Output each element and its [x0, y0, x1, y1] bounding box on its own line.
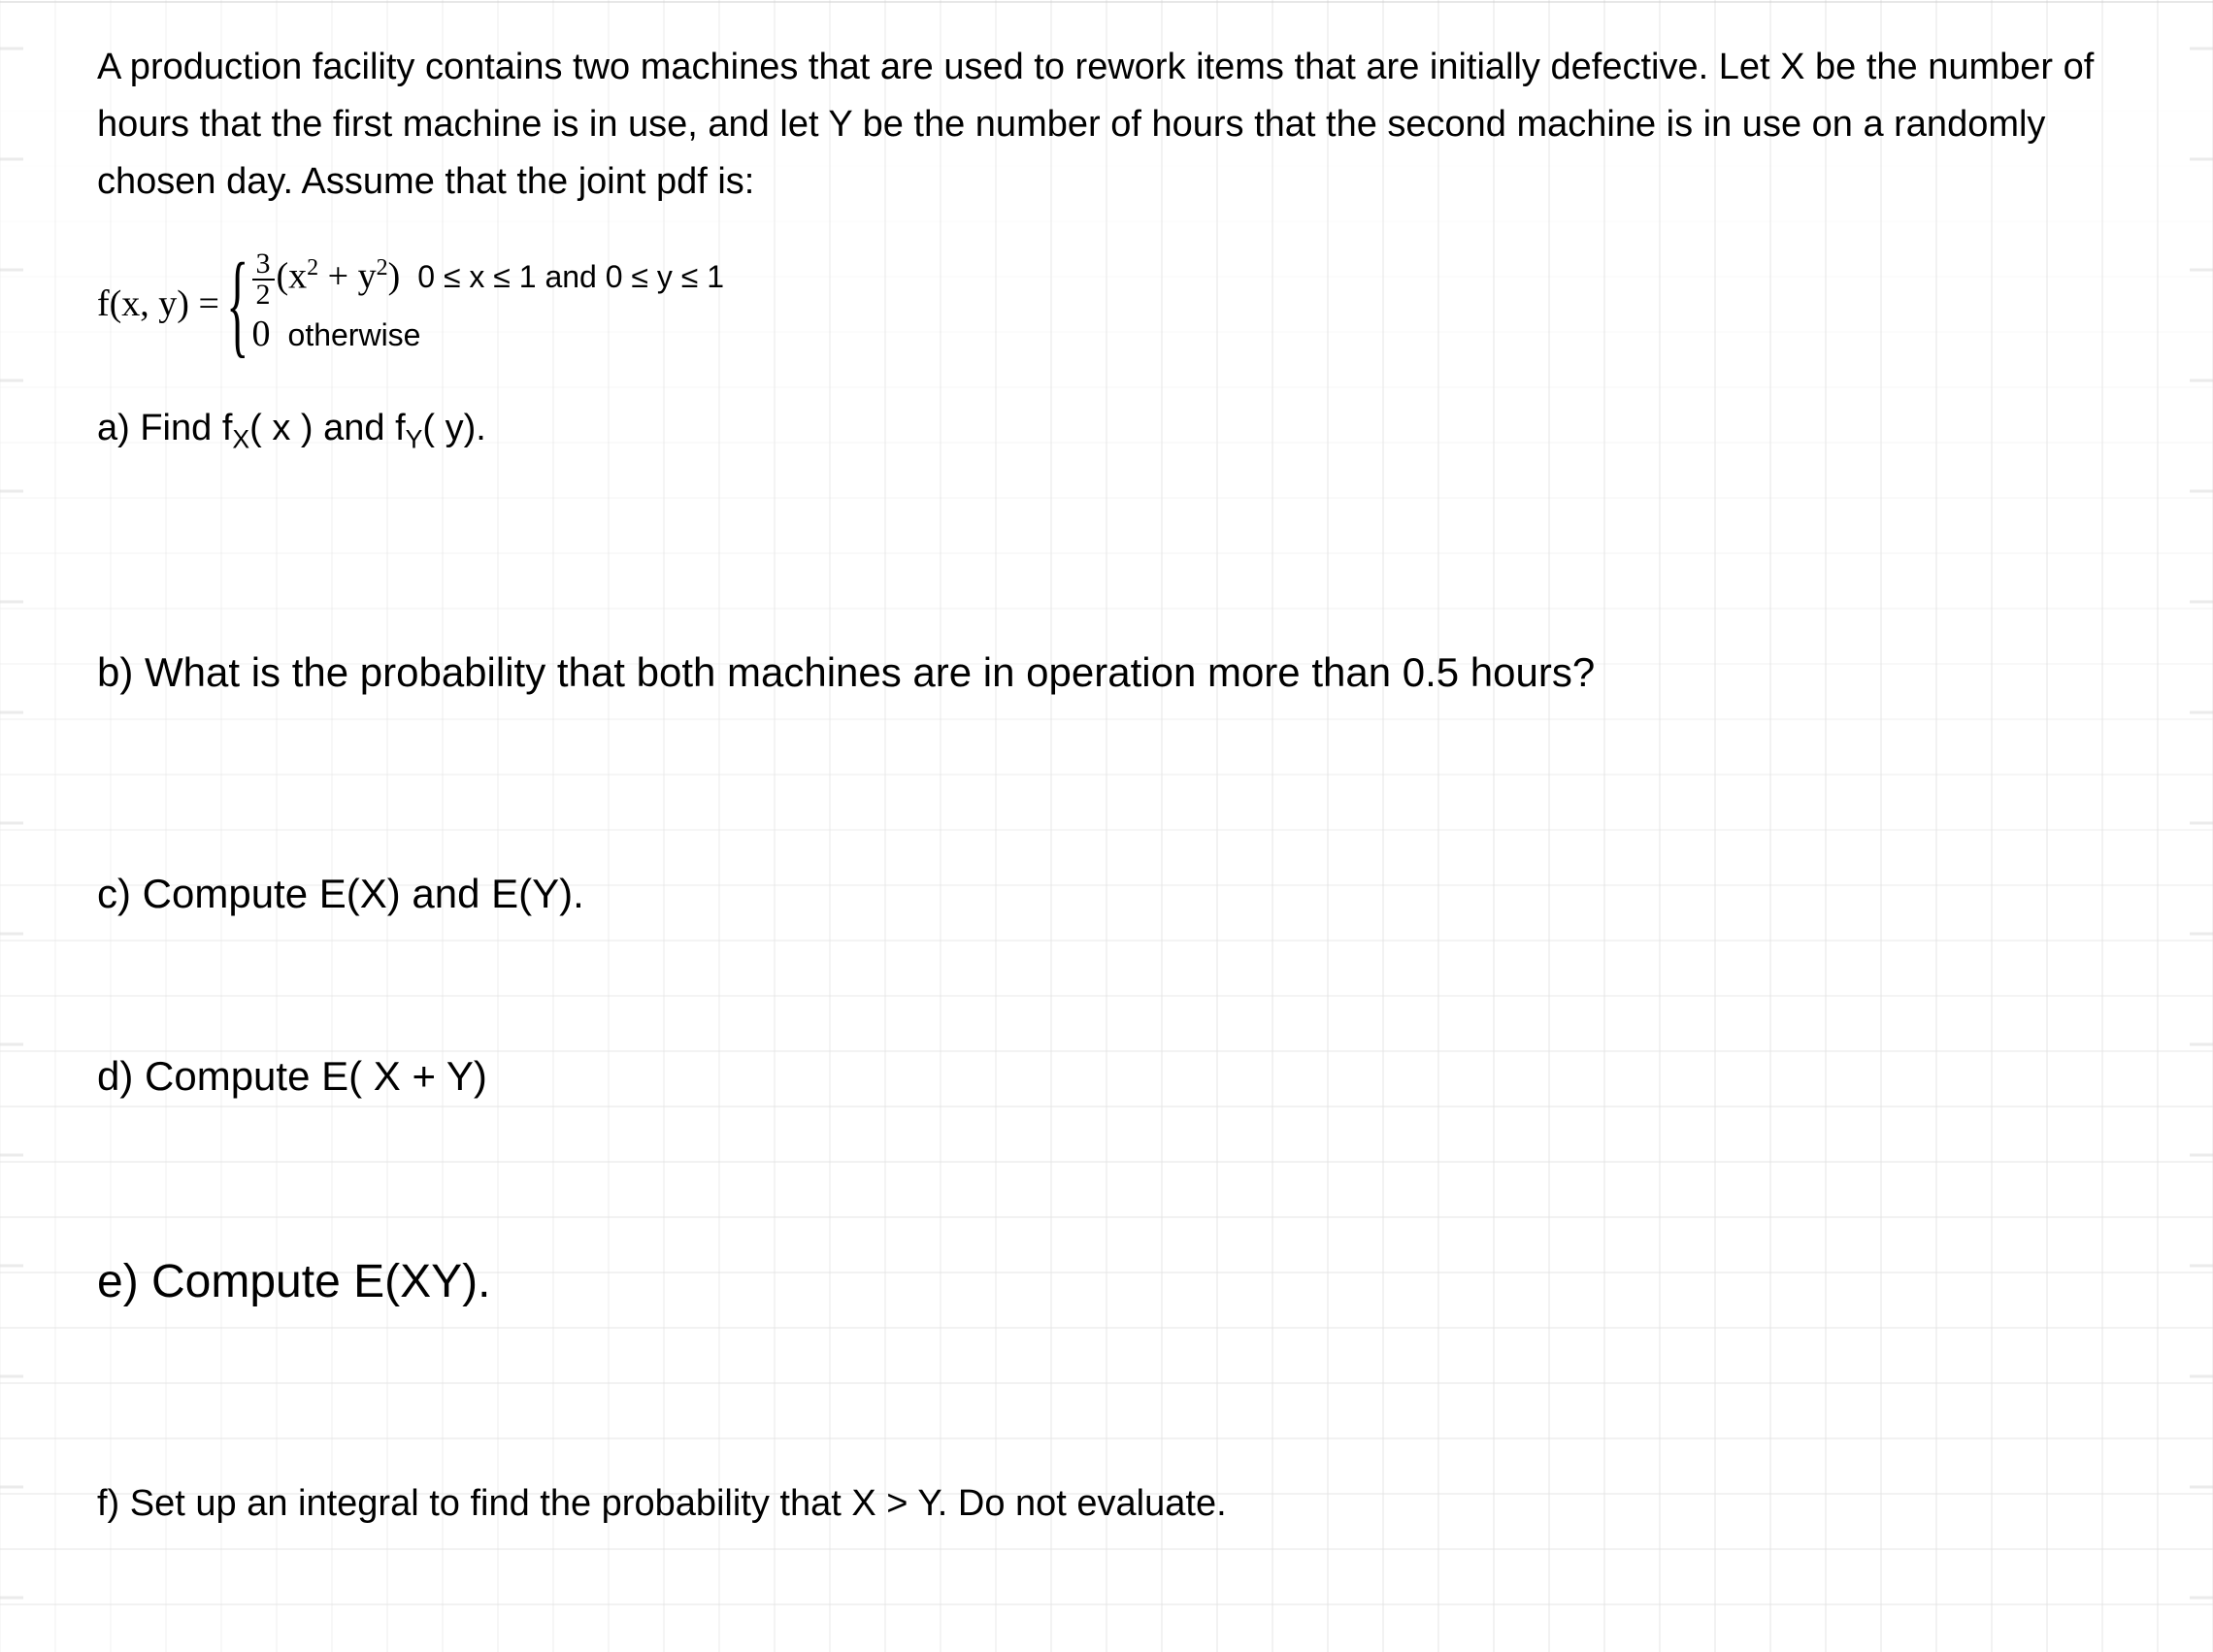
qa-sub: Y	[406, 425, 423, 454]
question-f: f) Set up an integral to find the probab…	[97, 1483, 2116, 1525]
expr-part: (x	[277, 255, 308, 296]
expr-part: )	[388, 255, 401, 296]
document-content: A production facility contains two machi…	[0, 0, 2213, 1525]
joint-pdf-formula: f(x, y) = { 3 2 (x2 + y2) 0 ≤ x ≤ 1 and …	[97, 249, 2116, 359]
expr-sup: 2	[307, 255, 318, 281]
qa-text: ( y).	[422, 408, 485, 448]
qa-text: a) Find f	[97, 408, 232, 448]
case-1: 3 2 (x2 + y2) 0 ≤ x ≤ 1 and 0 ≤ y ≤ 1	[252, 249, 724, 310]
question-c: c) Compute E(X) and E(Y).	[97, 871, 2116, 917]
expr-part: + y	[318, 255, 376, 296]
fraction-den: 2	[252, 281, 275, 310]
case-1-condition: 0 ≤ x ≤ 1 and 0 ≤ y ≤ 1	[417, 256, 724, 298]
fraction-num: 3	[252, 249, 275, 281]
case-2: 0 otherwise	[252, 310, 724, 359]
problem-intro: A production facility contains two machi…	[97, 39, 2116, 211]
formula-lhs: f(x, y) =	[97, 282, 219, 325]
fraction-three-halves: 3 2	[252, 249, 275, 310]
formula-cases: 3 2 (x2 + y2) 0 ≤ x ≤ 1 and 0 ≤ y ≤ 1 0 …	[252, 249, 724, 359]
question-d: d) Compute E( X + Y)	[97, 1053, 2116, 1100]
question-b: b) What is the probability that both mac…	[97, 649, 2116, 696]
brace-icon: {	[226, 263, 248, 345]
qa-text: ( x ) and f	[249, 408, 406, 448]
case-2-condition: otherwise	[288, 314, 421, 356]
question-e: e) Compute E(XY).	[97, 1255, 2116, 1308]
question-a: a) Find fX( x ) and fY( y).	[97, 408, 2116, 455]
expr-sup: 2	[377, 255, 388, 281]
case-2-value: 0	[252, 310, 271, 359]
qa-sub: X	[232, 425, 249, 454]
